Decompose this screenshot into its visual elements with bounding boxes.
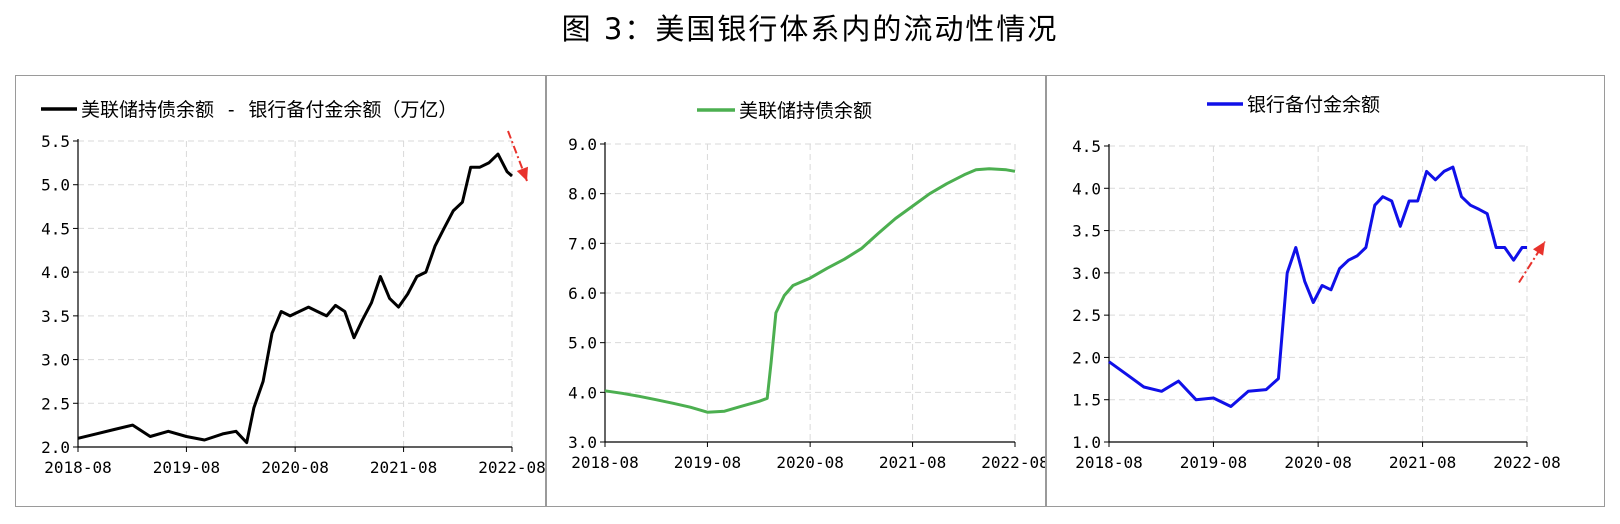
trend-arrow-head	[516, 166, 528, 181]
y-tick-label: 3.5	[1072, 222, 1101, 241]
x-tick-label: 2018-08	[44, 458, 111, 477]
y-tick-label: 4.0	[568, 383, 597, 402]
chart-panel-2: 3.0 4.0 5.0 6.0 7.0 8.0 9.0 2018-08 2019-08 2020-…	[547, 76, 1049, 506]
y-tick-label: 2.0	[41, 438, 70, 457]
legend-label: 美联储持债余额 - 银行备付金余额（万亿）	[81, 99, 457, 121]
chart-panel-3: 1.0 1.5 2.0 2.5 3.0 3.5 4.0 4.5 2018-08 2019-08 20…	[1047, 76, 1604, 506]
x-tick-label: 2020-08	[1284, 453, 1351, 472]
figure-title: 图 3：美国银行体系内的流动性情况	[561, 12, 1059, 46]
x-tick-label: 2022-08	[981, 453, 1045, 472]
y-tick-label: 1.0	[1072, 433, 1101, 452]
y-tick-label: 9.0	[568, 135, 597, 154]
x-tick-label: 2021-08	[1389, 453, 1456, 472]
y-tick-label: 5.0	[568, 334, 597, 353]
x-tick-label: 2022-08	[478, 458, 545, 477]
x-tick-label: 2018-08	[1075, 453, 1142, 472]
y-tick-label: 7.0	[568, 234, 597, 253]
y-tick-label: 4.5	[41, 219, 70, 238]
series-line	[1108, 165, 1527, 408]
y-tick-label: 3.5	[41, 307, 70, 326]
x-tick-label: 2019-08	[153, 458, 220, 477]
y-tick-label: 8.0	[568, 185, 597, 204]
series-line	[604, 167, 1016, 414]
x-tick-label: 2022-08	[1493, 453, 1560, 472]
x-tick-label: 2020-08	[776, 453, 843, 472]
y-tick-label: 5.0	[41, 176, 70, 195]
y-tick-label: 1.5	[1072, 391, 1101, 410]
chart-net-holdings: 2.0 2.5 3.0 3.5 4.0 4.5 5.0 5.5 2018-08 2019-08 20…	[41, 99, 546, 477]
x-tick-label: 2018-08	[571, 453, 638, 472]
y-tick-label: 3.0	[41, 351, 70, 370]
y-tick-label: 4.0	[1072, 179, 1101, 198]
x-tick-label: 2019-08	[1180, 453, 1247, 472]
x-tick-label: 2020-08	[261, 458, 328, 477]
y-tick-label: 3.0	[1072, 264, 1101, 283]
charts-frame: 2.0 2.5 3.0 3.5 4.0 4.5 5.0 5.5 2018-08 2019-08 20…	[15, 75, 1605, 507]
y-tick-label: 4.0	[41, 263, 70, 282]
y-tick-label: 3.0	[568, 433, 597, 452]
chart-bank-reserves: 1.0 1.5 2.0 2.5 3.0 3.5 4.0 4.5 2018-08 2019-08 20…	[1072, 94, 1561, 472]
trend-arrow-head	[1532, 241, 1545, 256]
x-tick-label: 2021-08	[370, 458, 437, 477]
y-tick-label: 4.5	[1072, 137, 1101, 156]
y-tick-label: 2.5	[41, 394, 70, 413]
y-tick-label: 6.0	[568, 284, 597, 303]
x-tick-label: 2021-08	[879, 453, 946, 472]
y-tick-label: 2.5	[1072, 306, 1101, 325]
legend-label: 银行备付金余额	[1247, 94, 1380, 116]
x-tick-label: 2019-08	[674, 453, 741, 472]
chart-fed-holdings: 3.0 4.0 5.0 6.0 7.0 8.0 9.0 2018-08 2019-08 2020-…	[568, 100, 1049, 472]
chart-panel-1: 2.0 2.5 3.0 3.5 4.0 4.5 5.0 5.5 2018-08 2019-08 20…	[16, 76, 547, 506]
y-tick-label: 5.5	[41, 132, 70, 151]
series-line	[77, 152, 513, 445]
legend-label: 美联储持债余额	[739, 100, 872, 122]
y-tick-label: 2.0	[1072, 348, 1101, 367]
